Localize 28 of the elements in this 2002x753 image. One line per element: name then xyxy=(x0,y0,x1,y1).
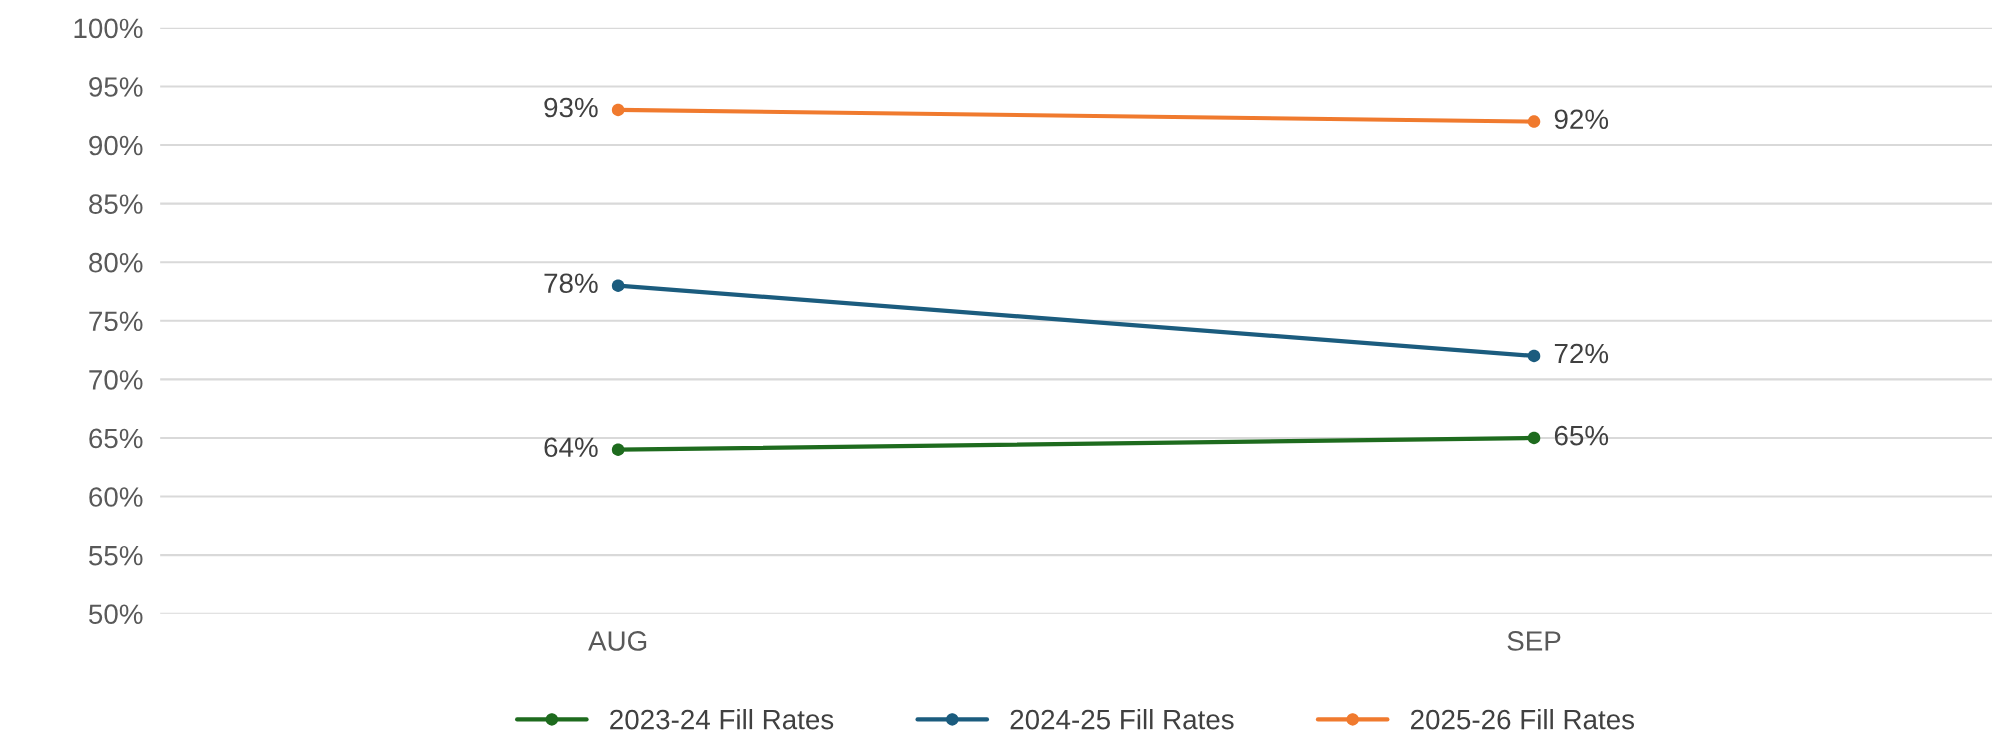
data-label: 72% xyxy=(1554,343,1609,364)
y-tick-label: 75% xyxy=(89,311,143,332)
y-tick-label: 100% xyxy=(74,18,143,39)
y-tick-label: 85% xyxy=(89,194,143,214)
point xyxy=(611,103,625,117)
data-label: 93% xyxy=(544,97,598,118)
point xyxy=(1527,349,1541,363)
y-tick-label: 90% xyxy=(89,135,143,156)
point xyxy=(1527,431,1541,445)
y-tick-label: 70% xyxy=(89,370,143,390)
data-label: 65% xyxy=(1554,425,1609,446)
x-tick-label: SEP xyxy=(1507,631,1561,651)
data-label: 64% xyxy=(544,437,598,458)
x-tick-label: AUG xyxy=(588,631,647,651)
y-tick-label: 50% xyxy=(89,604,143,625)
y-tick-label: 65% xyxy=(89,428,143,449)
data-label: 78% xyxy=(544,273,598,294)
point xyxy=(611,443,625,456)
y-tick-label: 55% xyxy=(89,545,143,566)
legend-label: 2023-24 Fill Rates xyxy=(610,709,834,730)
data-label: 92% xyxy=(1554,109,1609,130)
y-tick-label: 80% xyxy=(89,252,143,273)
y-tick-label: 95% xyxy=(89,77,143,97)
legend-label: 2024-25 Fill Rates xyxy=(1010,709,1234,730)
point xyxy=(611,279,625,292)
point xyxy=(1527,115,1541,128)
legend-label: 2025-26 Fill Rates xyxy=(1411,709,1635,730)
y-tick-label: 60% xyxy=(89,487,143,507)
